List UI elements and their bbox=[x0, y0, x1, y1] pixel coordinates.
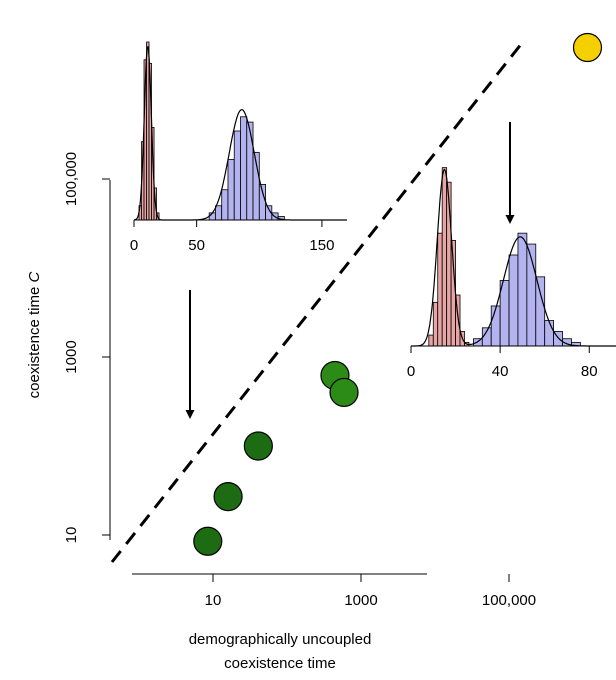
histogram-bar bbox=[517, 232, 528, 347]
arrow-head bbox=[505, 215, 515, 224]
reference-line bbox=[110, 42, 524, 563]
inset-x-tick-label: 150 bbox=[309, 237, 334, 254]
x-axis-title-line-2: coexistence time bbox=[224, 655, 336, 672]
histogram-bar bbox=[215, 205, 223, 221]
inset-x-tick-label: 0 bbox=[130, 237, 138, 254]
histogram-bar bbox=[499, 280, 510, 347]
histogram-bar bbox=[240, 116, 248, 221]
x-tick-label: 100,000 bbox=[482, 592, 536, 609]
inset-x-tick-label: 80 bbox=[581, 363, 598, 380]
inset-x-tick-label: 50 bbox=[188, 237, 205, 254]
x-tick-label: 10 bbox=[205, 592, 222, 609]
histogram-bar bbox=[432, 301, 439, 347]
histogram-bar bbox=[246, 121, 254, 221]
data-point bbox=[329, 377, 359, 408]
data-point bbox=[213, 482, 243, 512]
histogram-bar bbox=[233, 130, 241, 221]
y-axis-title: coexistence time C bbox=[26, 271, 43, 398]
x-axis-title-line-1: demographically uncoupled bbox=[189, 631, 372, 648]
histogram-bar bbox=[508, 254, 519, 347]
inset-histogram-left: 0 50 150 bbox=[130, 41, 347, 254]
histogram-bar bbox=[490, 305, 501, 347]
histogram-bar bbox=[437, 232, 443, 347]
data-point bbox=[193, 526, 223, 556]
histogram-bar bbox=[227, 159, 235, 221]
x-tick-label: 1000 bbox=[344, 592, 377, 609]
y-tick-label: 10 bbox=[63, 527, 80, 544]
data-point bbox=[572, 32, 603, 63]
histogram-bar bbox=[441, 167, 448, 347]
data-point bbox=[243, 431, 273, 461]
x-axis-title: demographically uncoupled coexistence ti… bbox=[189, 631, 372, 672]
y-axis-title-text: coexistence time bbox=[26, 282, 43, 398]
y-axis-title-italic: C bbox=[26, 271, 43, 282]
main-scatter-plot: 10 1000 100,000 10 1000 100,000 bbox=[63, 32, 603, 609]
inset-x-tick-label: 40 bbox=[492, 363, 509, 380]
y-tick-label: 1000 bbox=[63, 340, 80, 373]
inset-histogram-right: 0 40 80 bbox=[407, 167, 616, 380]
inset-x-tick-label: 0 bbox=[407, 363, 415, 380]
histogram-bar bbox=[544, 320, 555, 347]
histogram-bar bbox=[535, 276, 546, 347]
histogram-bar bbox=[221, 189, 229, 221]
arrow-head bbox=[185, 410, 195, 419]
histogram-bar bbox=[428, 334, 434, 347]
y-tick-label: 100,000 bbox=[63, 152, 80, 206]
